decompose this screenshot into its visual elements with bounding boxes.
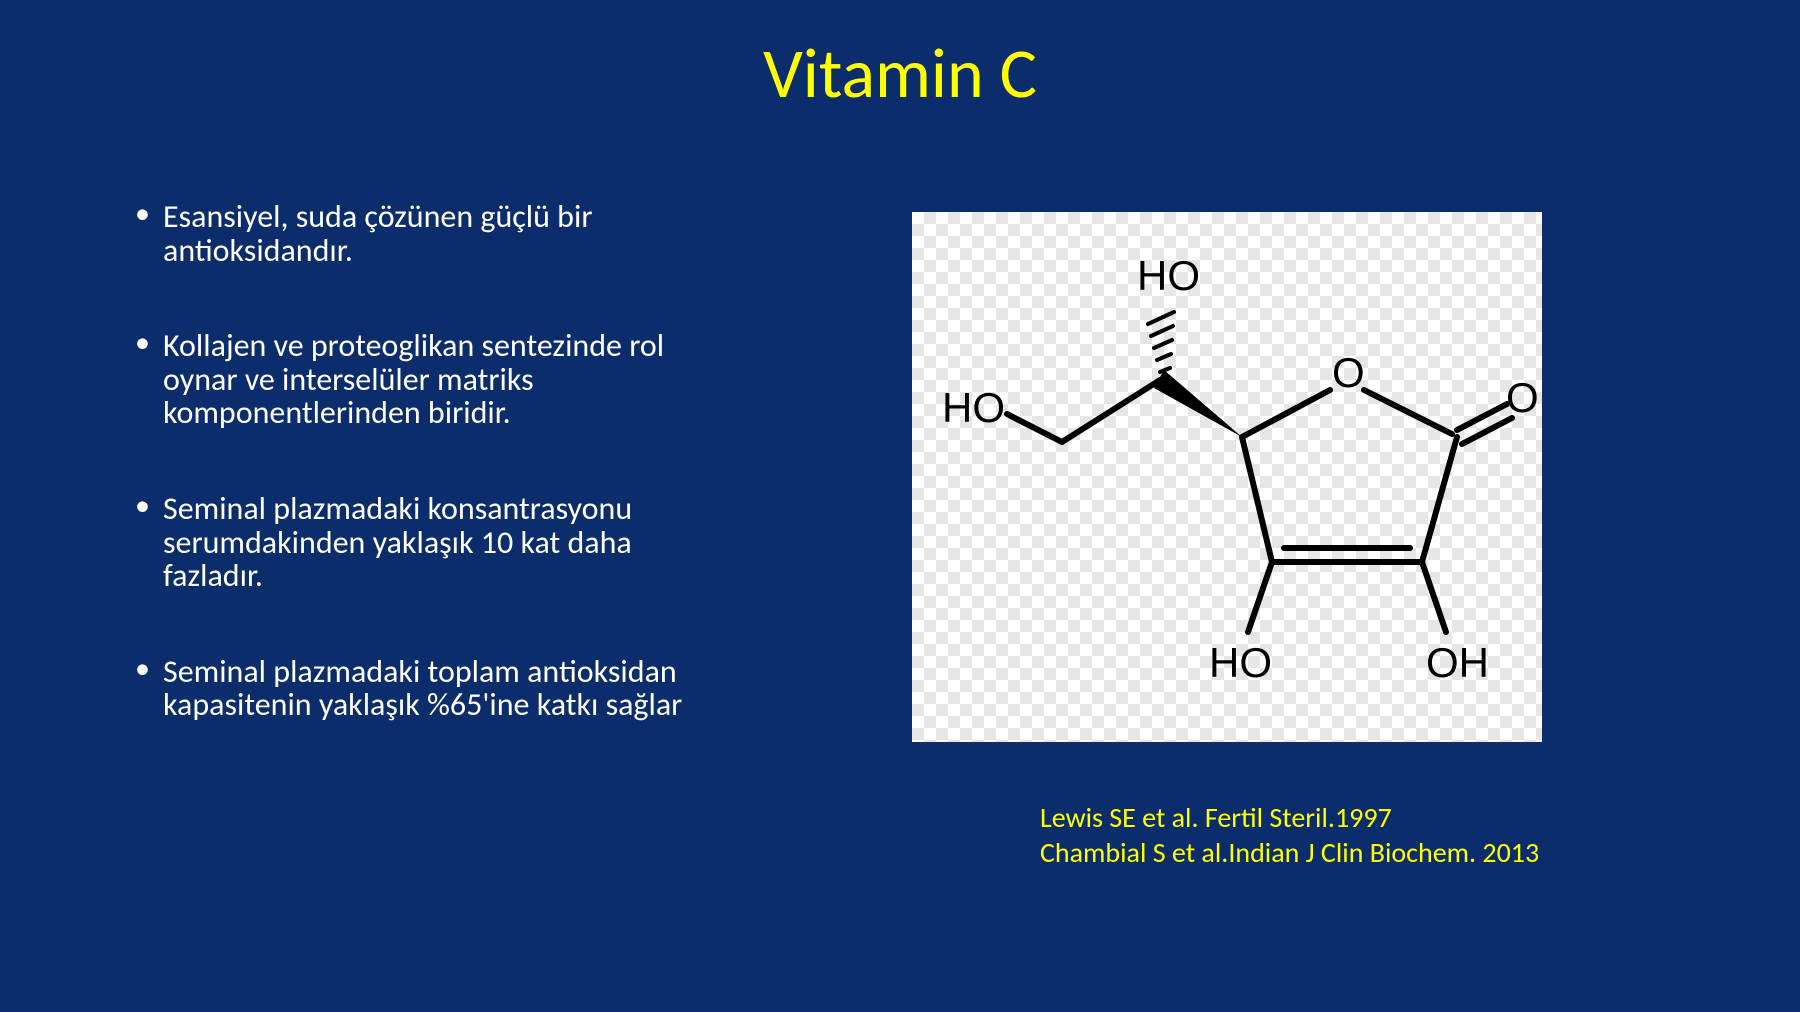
molecule-label: O — [1506, 374, 1539, 421]
references: Lewis SE et al. Fertil Steril.1997 Chamb… — [1040, 800, 1539, 870]
molecule-label: HO — [1137, 252, 1200, 299]
molecule-label: OH — [1426, 639, 1489, 686]
bullet-item: Seminal plazmadaki konsantrasyonu serumd… — [135, 492, 725, 593]
slide-title: Vitamin C — [0, 30, 1800, 116]
molecule-label: O — [1332, 349, 1365, 396]
reference-line: Chambial S et al.Indian J Clin Biochem. … — [1040, 835, 1539, 870]
bullet-item: Seminal plazmadaki toplam antioksidan ka… — [135, 655, 725, 722]
reference-line: Lewis SE et al. Fertil Steril.1997 — [1040, 800, 1539, 835]
molecule-label: HO — [942, 384, 1005, 431]
molecule-diagram: HO HO O O HO OH — [912, 212, 1542, 742]
bullet-item: Esansiyel, suda çözünen güçlü bir antiok… — [135, 200, 725, 267]
bullet-item: Kollajen ve proteoglikan sentezinde rol … — [135, 329, 725, 430]
bullet-list: Esansiyel, suda çözünen güçlü bir antiok… — [135, 200, 725, 784]
molecule-label: HO — [1209, 639, 1272, 686]
